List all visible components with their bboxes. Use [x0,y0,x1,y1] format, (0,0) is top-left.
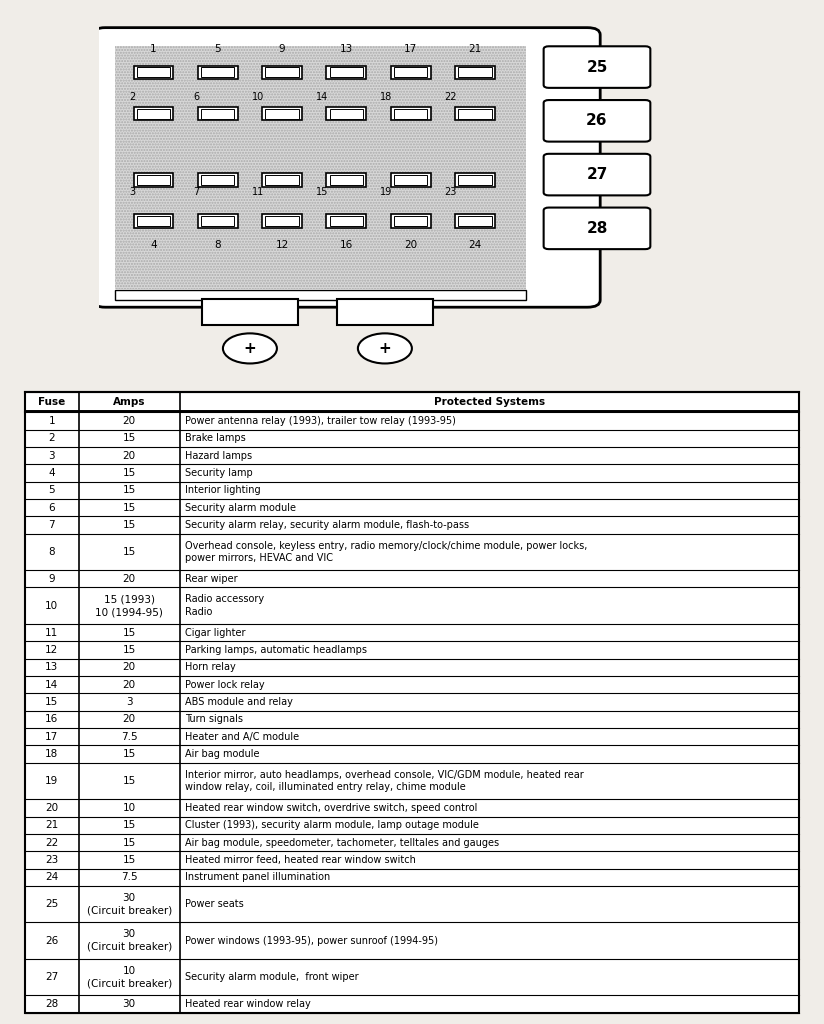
FancyBboxPatch shape [544,46,650,88]
Text: Power lock relay: Power lock relay [185,680,265,689]
Text: 25: 25 [587,59,607,75]
Bar [137,216,171,226]
Text: Interior mirror, auto headlamps, overhead console, VIC/GDM module, heated rear
w: Interior mirror, auto headlamps, overhea… [185,770,583,793]
Bar [394,216,428,226]
Text: 8: 8 [49,547,55,557]
Bar [265,68,299,78]
Text: 19: 19 [45,776,59,786]
Bar [201,175,235,185]
Text: Security lamp: Security lamp [185,468,253,478]
Text: 16: 16 [45,715,59,724]
Circle shape [358,334,412,364]
Bar [455,173,494,186]
Text: Rear wiper: Rear wiper [185,573,237,584]
Text: 14: 14 [45,680,59,689]
Text: 26: 26 [586,114,608,128]
FancyBboxPatch shape [544,154,650,196]
Text: 15: 15 [123,520,136,530]
Text: +: + [244,341,256,356]
Text: 4: 4 [49,468,55,478]
Text: 3: 3 [49,451,55,461]
Text: 21: 21 [468,44,481,54]
Text: 14: 14 [316,91,328,101]
Text: 2: 2 [129,91,135,101]
Bar [391,173,430,186]
Bar [133,214,173,228]
Text: 12: 12 [275,240,288,250]
Text: Interior lighting: Interior lighting [185,485,260,496]
Text: 15: 15 [316,186,328,197]
Text: 20: 20 [123,416,136,426]
Bar [262,66,302,79]
Text: 27: 27 [587,167,607,182]
Text: 15: 15 [123,749,136,759]
Bar [394,175,428,185]
Text: 30: 30 [123,998,136,1009]
Text: Cluster (1993), security alarm module, lamp outage module: Cluster (1993), security alarm module, l… [185,820,479,830]
Text: 15 (1993)
10 (1994-95): 15 (1993) 10 (1994-95) [96,594,163,617]
Text: Fuse: Fuse [38,397,65,408]
Bar [133,106,173,121]
Text: 21: 21 [45,820,59,830]
Bar [265,216,299,226]
Bar [337,299,433,326]
Bar [330,175,363,185]
Bar [133,173,173,186]
Text: Cigar lighter: Cigar lighter [185,628,246,638]
Bar [330,109,363,119]
Text: 6: 6 [194,91,199,101]
Text: 28: 28 [587,221,607,236]
Text: 3: 3 [129,186,135,197]
Text: 4: 4 [150,240,157,250]
Text: 9: 9 [279,44,285,54]
Text: 30
(Circuit breaker): 30 (Circuit breaker) [87,929,171,952]
Text: 27: 27 [45,972,59,982]
Text: 11: 11 [252,186,264,197]
Text: 15: 15 [123,485,136,496]
Text: 24: 24 [45,872,59,883]
Text: Amps: Amps [113,397,145,408]
Text: Air bag module, speedometer, tachometer, telltales and gauges: Air bag module, speedometer, tachometer,… [185,838,499,848]
Text: 20: 20 [123,451,136,461]
Text: Security alarm relay, security alarm module, flash-to-pass: Security alarm relay, security alarm mod… [185,520,469,530]
Text: 12: 12 [45,645,59,655]
Text: Parking lamps, automatic headlamps: Parking lamps, automatic headlamps [185,645,367,655]
Bar [202,299,298,326]
Bar [455,214,494,228]
Bar [201,216,235,226]
Bar [394,68,428,78]
Text: 15: 15 [123,628,136,638]
Text: 7: 7 [49,520,55,530]
Bar [198,106,237,121]
Text: 1: 1 [49,416,55,426]
Text: Power seats: Power seats [185,899,244,909]
Text: 7: 7 [194,186,199,197]
Bar [133,66,173,79]
Bar [330,68,363,78]
FancyBboxPatch shape [544,208,650,249]
Text: Power windows (1993-95), power sunroof (1994-95): Power windows (1993-95), power sunroof (… [185,936,438,945]
Text: 10: 10 [123,803,136,813]
FancyBboxPatch shape [544,100,650,141]
Bar [262,214,302,228]
Text: 13: 13 [45,663,59,673]
Text: 23: 23 [45,855,59,865]
Bar [455,66,494,79]
Text: 7.5: 7.5 [121,872,138,883]
Text: Horn relay: Horn relay [185,663,236,673]
Bar [137,175,171,185]
Text: 28: 28 [45,998,59,1009]
Bar [391,66,430,79]
Text: Radio accessory
Radio: Radio accessory Radio [185,594,265,617]
Text: ABS module and relay: ABS module and relay [185,697,293,707]
Text: 11: 11 [45,628,59,638]
Text: 3: 3 [126,697,133,707]
Text: 15: 15 [123,468,136,478]
Circle shape [223,334,277,364]
Text: 17: 17 [404,44,417,54]
Text: Turn signals: Turn signals [185,715,243,724]
Text: 15: 15 [123,433,136,443]
Text: Heated rear window switch, overdrive switch, speed control: Heated rear window switch, overdrive swi… [185,803,477,813]
Text: Heater and A/C module: Heater and A/C module [185,732,299,741]
Text: 15: 15 [45,697,59,707]
